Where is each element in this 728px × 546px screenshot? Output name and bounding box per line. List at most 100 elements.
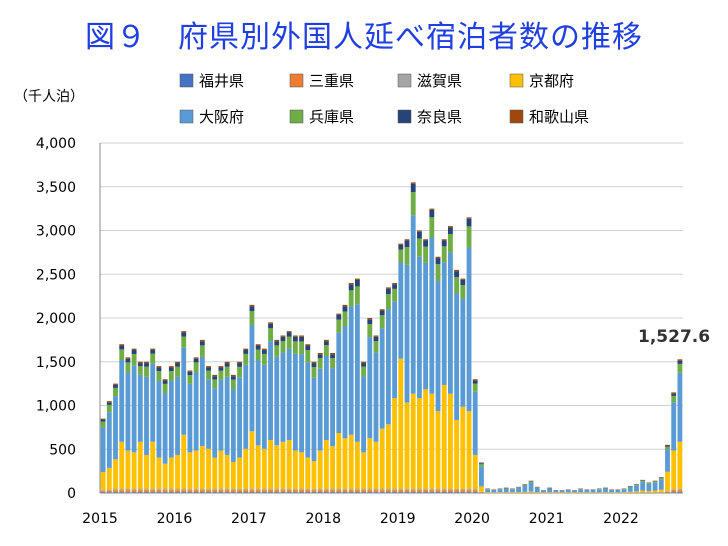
bar-segment: [472, 380, 478, 384]
bar-segment: [230, 492, 236, 493]
bar-segment: [137, 374, 143, 442]
bar-segment: [212, 379, 218, 389]
bar-segment: [466, 492, 472, 493]
bar-segment: [125, 372, 131, 451]
legend-swatch: [179, 109, 194, 124]
bar-segment: [416, 490, 422, 493]
bar-segment: [162, 489, 168, 491]
bar-segment: [286, 489, 292, 491]
bar-segment: [435, 264, 441, 282]
bar-segment: [175, 361, 180, 364]
bar-segment: [534, 487, 540, 493]
bar-segment: [323, 356, 329, 441]
bar-segment: [398, 490, 404, 493]
bar-segment: [665, 449, 670, 472]
bar-segment: [144, 376, 149, 455]
bar-segment: [609, 489, 615, 493]
bar-segment: [410, 492, 416, 493]
bar-segment: [274, 356, 280, 446]
bar-segment: [181, 489, 187, 491]
bar-segment: [385, 489, 391, 491]
bar-segment: [193, 489, 199, 491]
bar-segment: [423, 492, 429, 493]
x-tick-label: 2018: [305, 511, 341, 527]
bar-segment: [565, 492, 571, 493]
bar-group: [658, 477, 664, 494]
bar-segment: [156, 366, 162, 368]
bar-segment: [423, 239, 429, 241]
bar-segment: [106, 492, 112, 493]
bar-segment: [193, 372, 199, 451]
bar-segment: [373, 441, 379, 490]
bar-segment: [553, 492, 559, 493]
bar-segment: [292, 450, 298, 490]
bar-segment: [311, 363, 317, 367]
bar-segment: [584, 489, 590, 493]
bar-group: [181, 331, 187, 493]
bar-segment: [243, 353, 249, 365]
bar-segment: [485, 489, 491, 493]
bar-segment: [342, 304, 348, 307]
bar-segment: [113, 396, 118, 460]
bar-segment: [181, 332, 187, 337]
bar-segment: [137, 441, 143, 490]
bar-segment: [268, 328, 273, 342]
bar-segment: [658, 479, 664, 490]
bar-segment: [144, 366, 149, 377]
bar-segment: [392, 301, 398, 399]
bar-segment: [137, 366, 143, 375]
legend-swatch: [397, 109, 412, 124]
bar-segment: [435, 258, 441, 265]
bar-segment: [199, 446, 205, 490]
x-tick-label: 2016: [157, 511, 193, 527]
bar-segment: [125, 357, 131, 359]
bar-segment: [454, 490, 460, 493]
bar-segment: [286, 440, 292, 490]
bar-segment: [665, 446, 670, 450]
bar-segment: [199, 339, 205, 342]
bar-segment: [596, 489, 602, 493]
bar-segment: [100, 421, 106, 428]
bar-segment: [665, 491, 670, 492]
bar-group: [119, 344, 125, 493]
bar-segment: [584, 492, 590, 493]
bar-segment: [299, 341, 304, 355]
bar-segment: [187, 452, 193, 490]
bar-segment: [305, 492, 311, 493]
bar-segment: [206, 448, 211, 490]
bar-segment: [379, 328, 385, 429]
bar-segment: [230, 461, 236, 490]
bar-segment: [416, 489, 422, 491]
y-tick-label: 2,000: [36, 311, 76, 327]
bar-segment: [274, 490, 280, 493]
bar-segment: [460, 489, 466, 491]
bar-segment: [423, 262, 429, 390]
bar-group: [311, 361, 317, 493]
bar-segment: [510, 492, 515, 493]
bar-segment: [373, 335, 379, 337]
bar-segment: [199, 492, 205, 493]
bar-segment: [460, 298, 466, 407]
bar-segment: [131, 492, 137, 493]
bar-group: [510, 488, 515, 494]
bar-segment: [317, 450, 323, 490]
bar-segment: [336, 313, 342, 315]
bar-segment: [187, 383, 193, 453]
bar-segment: [677, 360, 683, 364]
bar-segment: [261, 492, 267, 493]
bar-segment: [100, 472, 106, 491]
bar-group: [286, 331, 292, 493]
bar-segment: [460, 490, 466, 493]
bar-segment: [317, 358, 323, 369]
bar-segment: [361, 490, 367, 493]
bar-segment: [206, 490, 211, 493]
bar-segment: [175, 376, 180, 455]
bar-segment: [454, 277, 460, 294]
bar-segment: [429, 490, 435, 493]
bar-group: [584, 489, 590, 494]
bar-segment: [274, 339, 280, 342]
bar-segment: [627, 486, 633, 487]
bar-segment: [578, 489, 584, 493]
bar-segment: [119, 490, 125, 493]
bar-segment: [342, 438, 348, 490]
